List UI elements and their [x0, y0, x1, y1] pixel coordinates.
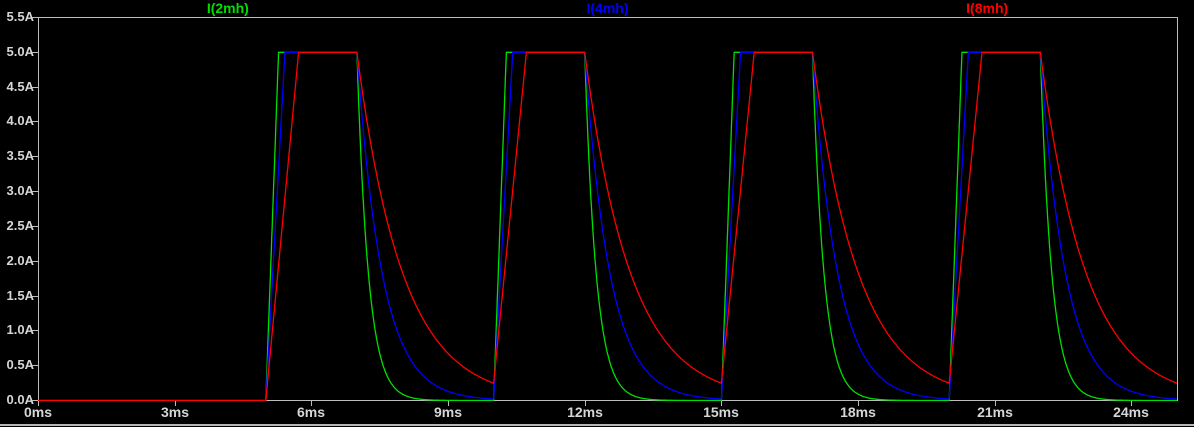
- x-tick-mark: [585, 401, 586, 406]
- trace-i2mh: [38, 51, 1178, 401]
- y-tick-mark: [32, 226, 38, 227]
- y-tick-mark: [32, 261, 38, 262]
- legend-trace-i8mh[interactable]: I(8mh): [966, 0, 1009, 16]
- y-tick-label: 5.5A: [6, 9, 34, 24]
- y-tick-label: 3.5A: [6, 148, 34, 163]
- x-tick-mark: [721, 401, 722, 406]
- x-tick-mark: [858, 401, 859, 406]
- x-tick-mark: [38, 401, 39, 406]
- y-tick-mark: [32, 121, 38, 122]
- x-tick-label: 24ms: [1113, 404, 1149, 420]
- legend-trace-i4mh[interactable]: I(4mh): [586, 0, 629, 16]
- y-tick-label: 3.0A: [6, 183, 34, 198]
- y-tick-mark: [32, 330, 38, 331]
- x-tick-label: 12ms: [567, 404, 603, 420]
- x-tick-label: 21ms: [977, 404, 1013, 420]
- x-tick-mark: [311, 401, 312, 406]
- waveform-canvas: [38, 51, 1178, 401]
- x-tick-mark: [1131, 401, 1132, 406]
- trace-legend: I(2mh) I(4mh) I(8mh): [38, 1, 1177, 17]
- y-tick-label: 4.0A: [6, 113, 34, 128]
- x-tick-label: 18ms: [840, 404, 876, 420]
- y-tick-label: 2.0A: [6, 253, 34, 268]
- y-tick-label: 0.5A: [6, 357, 34, 372]
- x-tick-mark: [448, 401, 449, 406]
- y-tick-label: 5.0A: [6, 44, 34, 59]
- x-tick-mark: [995, 401, 996, 406]
- y-tick-mark: [32, 52, 38, 53]
- x-tick-label: 3ms: [160, 404, 190, 420]
- x-tick-mark: [175, 401, 176, 406]
- x-tick-label: 6ms: [296, 404, 326, 420]
- x-tick-label: 15ms: [703, 404, 739, 420]
- y-tick-mark: [32, 191, 38, 192]
- y-tick-label: 0.0A: [6, 392, 34, 407]
- y-tick-mark: [32, 365, 38, 366]
- y-tick-mark: [32, 17, 38, 18]
- plot-area[interactable]: [38, 17, 1178, 401]
- legend-trace-i2mh[interactable]: I(2mh): [206, 0, 249, 16]
- y-tick-mark: [32, 156, 38, 157]
- y-tick-label: 1.0A: [6, 322, 34, 337]
- trace-i4mh: [38, 51, 1178, 401]
- y-tick-label: 2.5A: [6, 218, 34, 233]
- y-tick-label: 1.5A: [6, 288, 34, 303]
- x-tick-label: 9ms: [433, 404, 463, 420]
- window-bottom-edge: [0, 424, 1194, 426]
- y-tick-label: 4.5A: [6, 79, 34, 94]
- trace-i8mh: [38, 51, 1178, 401]
- y-tick-mark: [32, 87, 38, 88]
- y-tick-mark: [32, 296, 38, 297]
- x-tick-label: 0ms: [23, 404, 53, 420]
- y-tick-mark: [32, 400, 38, 401]
